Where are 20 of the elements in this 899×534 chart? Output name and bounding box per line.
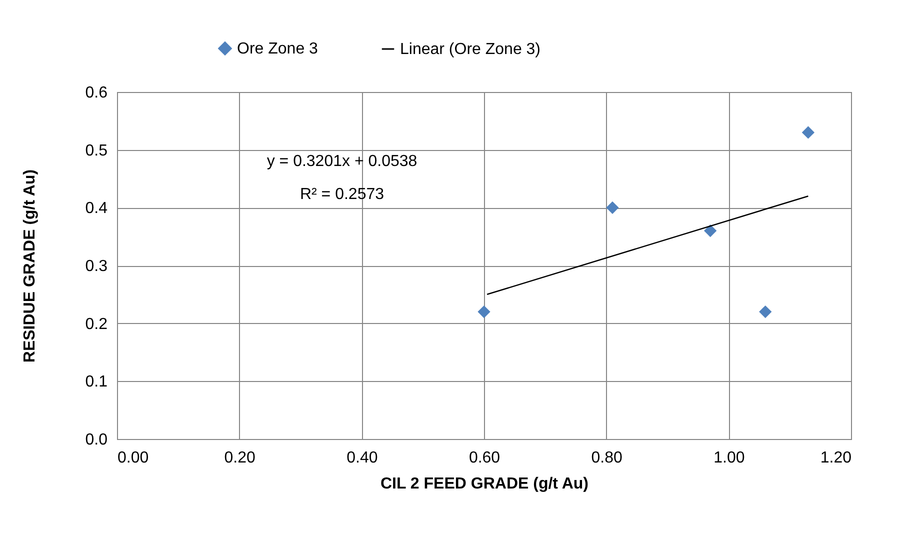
legend-label: Linear (Ore Zone 3) — [400, 41, 541, 58]
x-tick-label: 0.00 — [118, 450, 149, 466]
x-tick-label: 1.20 — [820, 450, 852, 466]
x-tick-label: 0.40 — [346, 450, 378, 466]
x-tick-label: 0.80 — [591, 450, 623, 466]
y-tick-label: 0.6 — [85, 84, 108, 102]
y-tick-label: 0.4 — [85, 200, 108, 218]
annotation: R² = 0.2573 — [300, 186, 384, 203]
x-tick-label: 1.00 — [714, 450, 745, 466]
y-tick-label: 0.0 — [85, 432, 108, 448]
y-tick-label: 0.3 — [85, 258, 108, 275]
y-tick-label: 0.2 — [85, 316, 108, 333]
annotation: y = 0.3201x + 0.0538 — [266, 153, 418, 170]
x-tick-label: 0.60 — [468, 450, 500, 466]
y-tick-label: 0.5 — [85, 142, 108, 160]
y-tick-label: 0.1 — [85, 374, 108, 391]
x-axis-title: CIL 2 FEED GRADE (g/t Au) — [380, 476, 588, 492]
legend-label: Ore Zone 3 — [237, 40, 318, 58]
y-axis-title: RESIDUE GRADE (g/t Au) — [21, 169, 38, 363]
x-tick-label: 0.20 — [224, 450, 256, 466]
